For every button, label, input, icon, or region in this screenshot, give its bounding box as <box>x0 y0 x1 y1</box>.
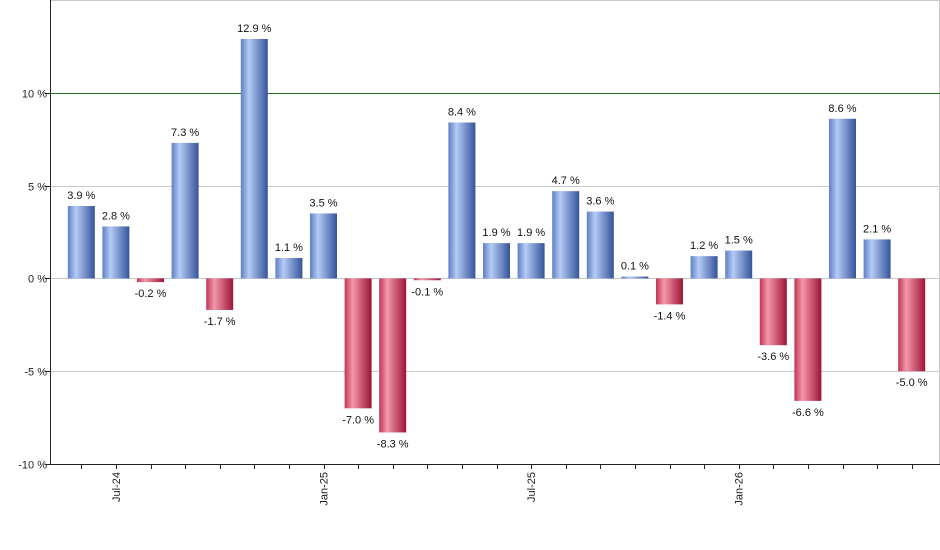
bar[interactable] <box>586 211 614 279</box>
bar-data-label: -6.6 % <box>792 407 824 419</box>
bar-data-label: 8.6 % <box>828 103 856 115</box>
bar-data-label: 2.8 % <box>102 210 130 222</box>
y-tick-label: 0 % <box>28 274 47 286</box>
bar[interactable] <box>898 278 926 372</box>
x-tick-label: Jan-25 <box>319 472 331 506</box>
bar[interactable] <box>517 243 545 279</box>
bar[interactable] <box>656 278 683 305</box>
bar[interactable] <box>240 38 268 279</box>
y-tick-label: -5 % <box>24 367 47 379</box>
y-tick-label: 5 % <box>28 182 47 194</box>
bar-data-label: 0.1 % <box>621 261 649 273</box>
bar[interactable] <box>137 278 164 283</box>
bar-data-label: 3.5 % <box>309 197 337 209</box>
bar[interactable] <box>275 257 303 279</box>
bar-data-label: -5.0 % <box>896 377 928 389</box>
bar[interactable] <box>483 243 510 279</box>
bar-data-label: 1.5 % <box>725 235 753 247</box>
bar[interactable] <box>552 191 580 279</box>
bar-data-label: -0.2 % <box>135 288 167 300</box>
bar-data-label: 1.9 % <box>517 227 545 239</box>
bar[interactable] <box>621 276 649 279</box>
bar[interactable] <box>829 118 856 279</box>
bar-data-label: 1.9 % <box>482 227 510 239</box>
x-tick-label: Jul-24 <box>111 472 123 502</box>
bar-data-label: 12.9 % <box>237 23 271 35</box>
bar[interactable] <box>310 213 337 279</box>
y-tick-label: 10 % <box>22 89 47 101</box>
y-tick-label: -10 % <box>18 460 47 472</box>
bar-data-label: -1.4 % <box>654 310 686 322</box>
bar-data-label: 1.1 % <box>275 242 303 254</box>
bar[interactable] <box>863 239 891 279</box>
bar-data-label: 2.1 % <box>863 223 891 235</box>
bar-data-label: 7.3 % <box>171 127 199 139</box>
bar[interactable] <box>725 250 753 279</box>
x-tick-label: Jul-25 <box>526 472 538 502</box>
bar[interactable] <box>67 206 95 279</box>
bar-data-label: -8.3 % <box>377 438 409 450</box>
bar-data-label: 1.2 % <box>690 240 718 252</box>
bar[interactable] <box>379 278 407 433</box>
bar[interactable] <box>206 278 234 310</box>
bar-data-label: -1.7 % <box>204 316 236 328</box>
bar[interactable] <box>102 226 130 279</box>
bar-data-label: 8.4 % <box>448 106 476 118</box>
bar-data-label: 4.7 % <box>552 175 580 187</box>
x-tick-label: Jan-26 <box>734 472 746 506</box>
bar[interactable] <box>448 122 476 279</box>
bar[interactable] <box>759 278 787 346</box>
bar[interactable] <box>344 278 372 409</box>
bar[interactable] <box>171 142 199 279</box>
bar-data-label: -3.6 % <box>757 351 789 363</box>
bar-data-label: 3.6 % <box>586 196 614 208</box>
bar-data-label: 3.9 % <box>67 190 95 202</box>
bar[interactable] <box>690 256 718 279</box>
bar[interactable] <box>413 278 441 281</box>
bar-data-label: -0.1 % <box>411 286 443 298</box>
bar[interactable] <box>794 278 822 401</box>
bar-data-label: -7.0 % <box>342 414 374 426</box>
